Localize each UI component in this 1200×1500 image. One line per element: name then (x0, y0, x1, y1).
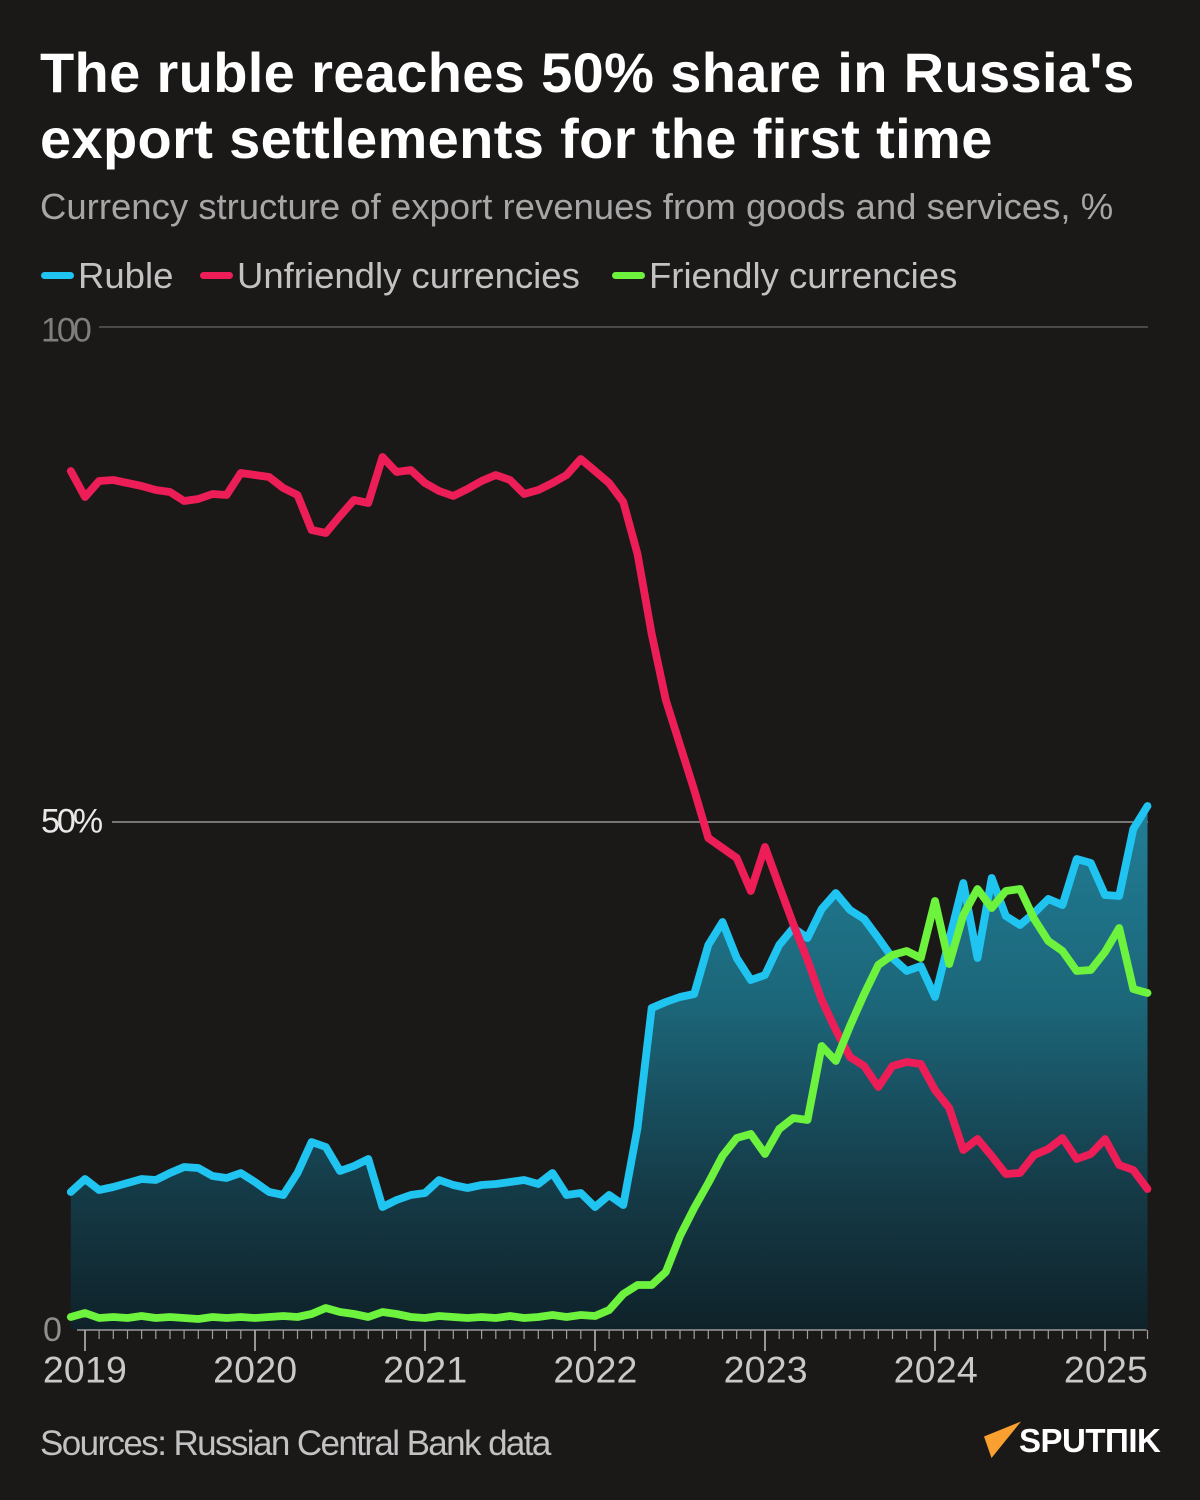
svg-text:2022: 2022 (553, 1349, 637, 1391)
svg-text:2020: 2020 (213, 1349, 297, 1391)
svg-text:2019: 2019 (43, 1349, 127, 1391)
svg-text:2025: 2025 (1064, 1349, 1148, 1391)
svg-text:2023: 2023 (724, 1349, 808, 1391)
svg-text:0: 0 (43, 1311, 61, 1349)
svg-text:2021: 2021 (383, 1349, 467, 1391)
svg-text:100: 100 (41, 312, 91, 350)
svg-text:2024: 2024 (894, 1349, 978, 1391)
svg-text:50%: 50% (41, 803, 103, 841)
